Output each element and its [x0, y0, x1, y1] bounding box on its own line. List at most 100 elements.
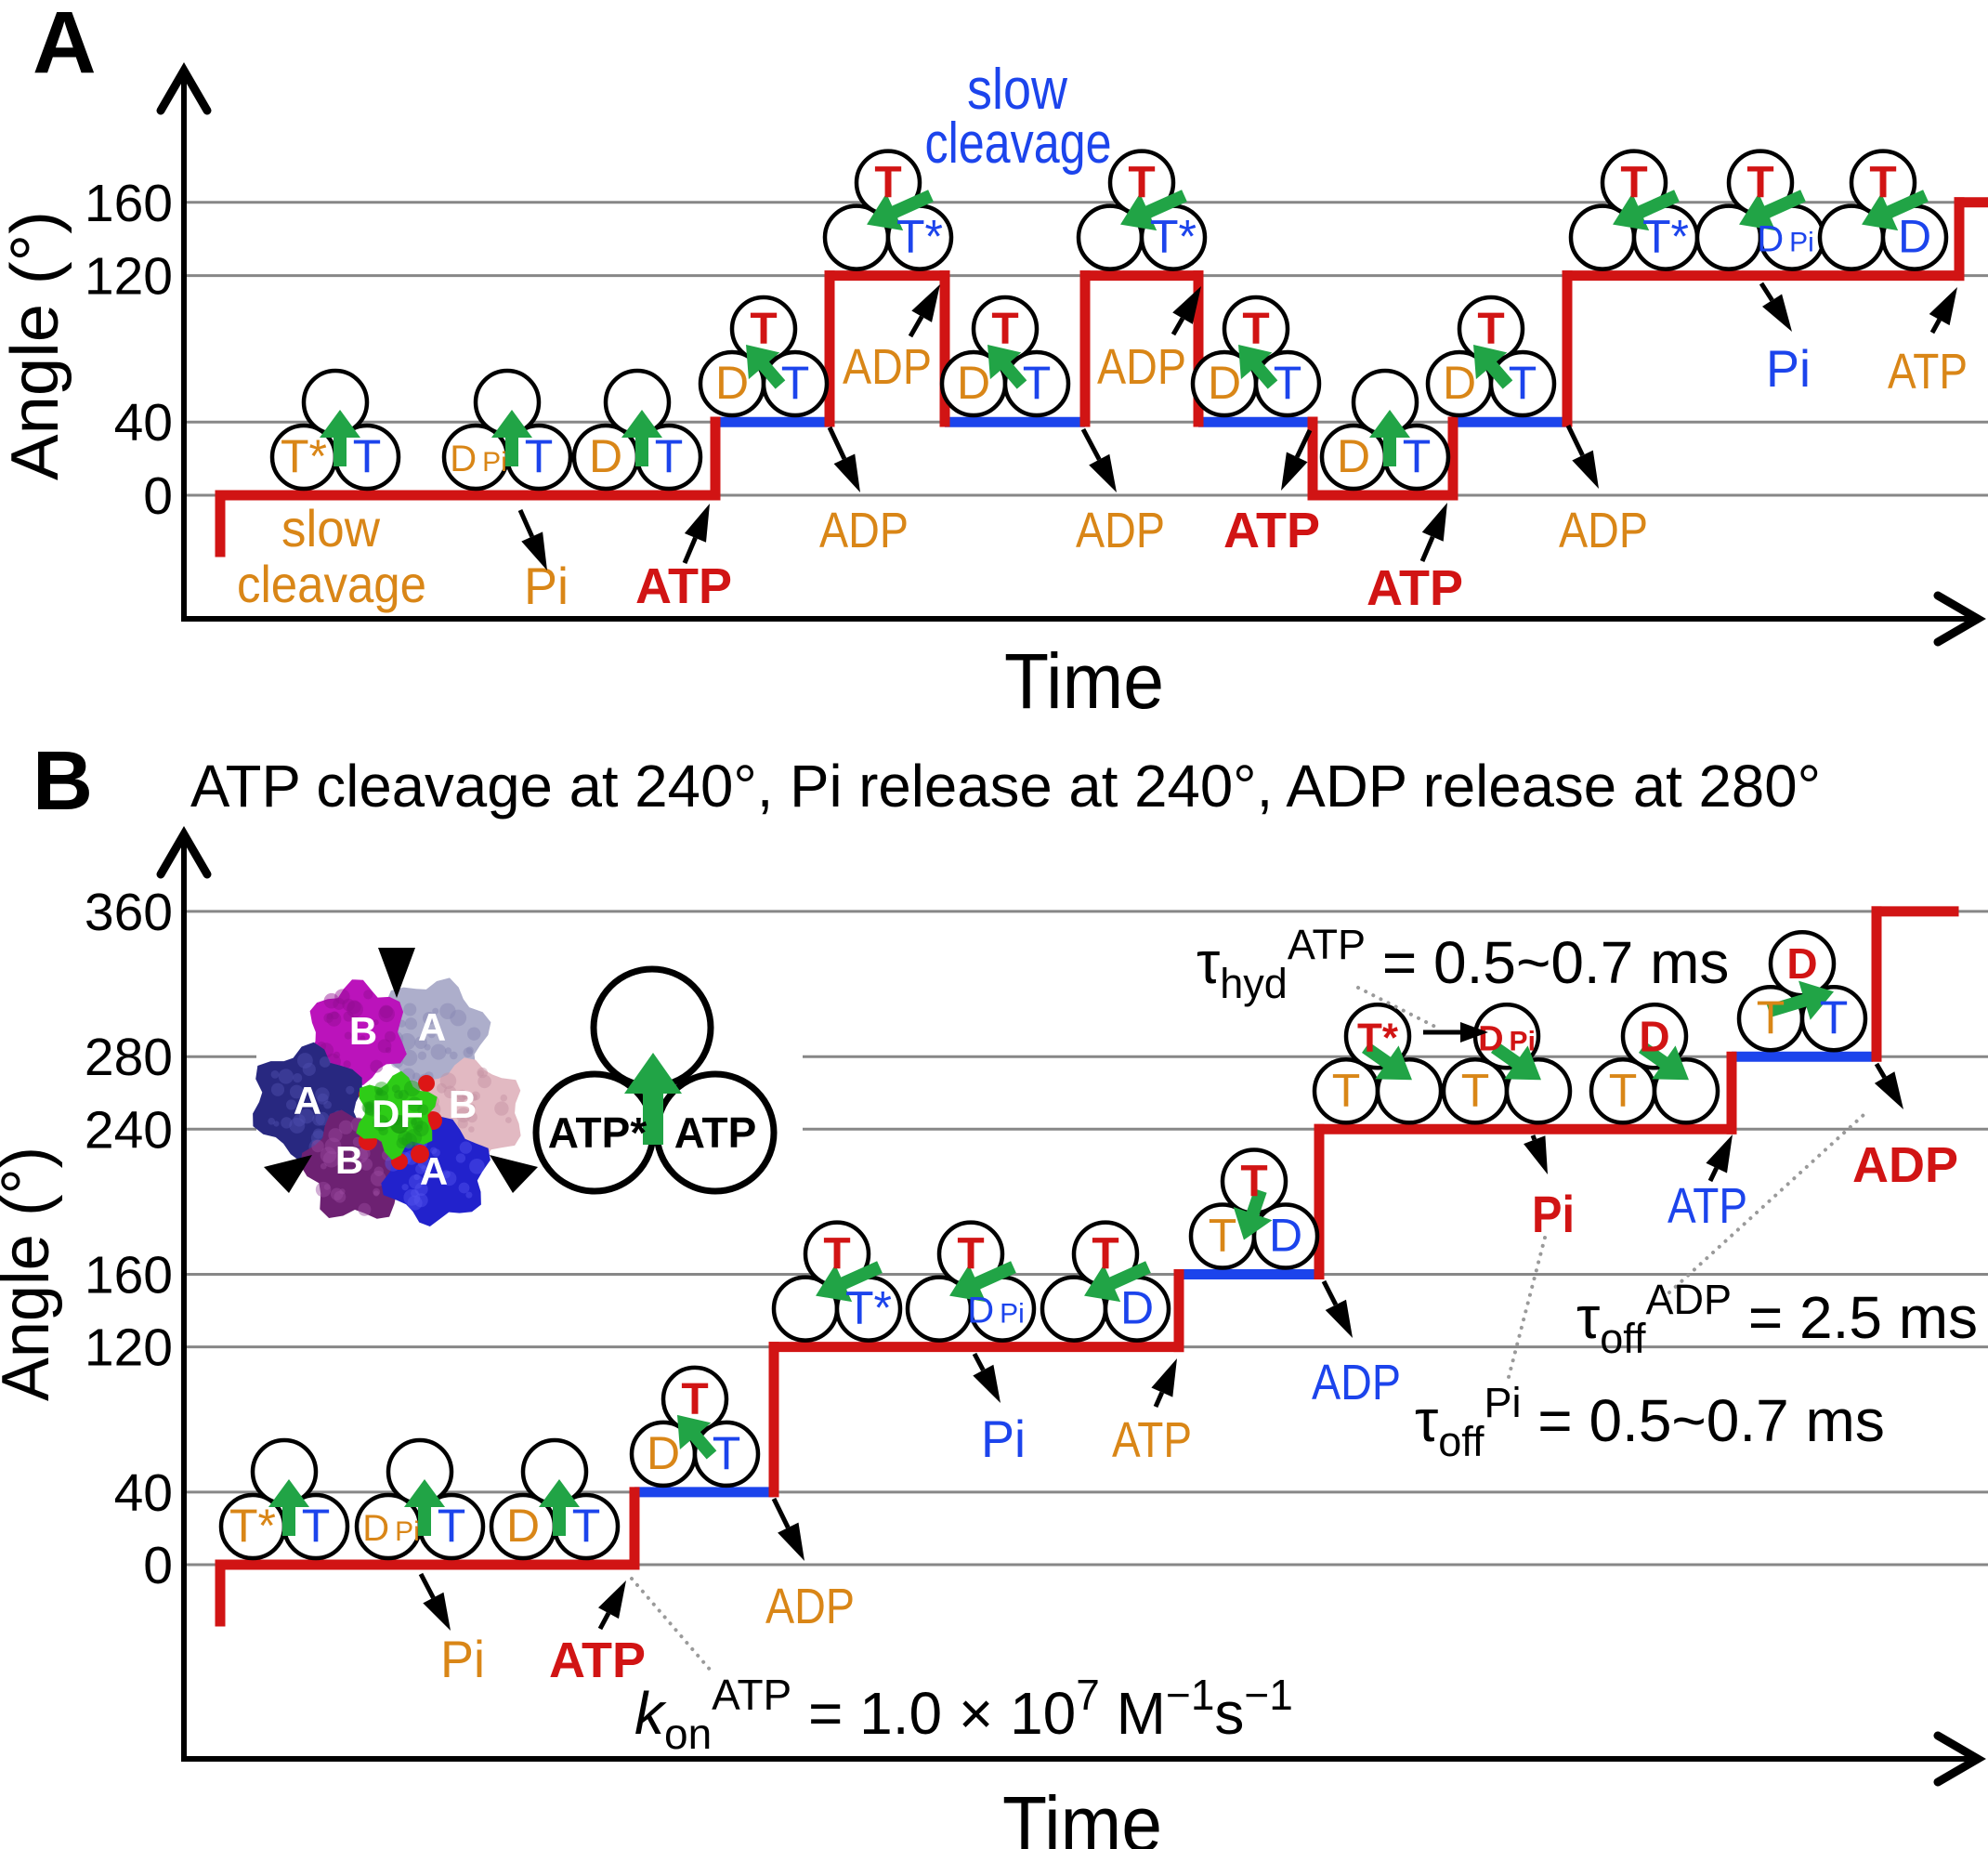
svg-text:D: D	[1208, 357, 1241, 409]
svg-text:T: T	[438, 1500, 466, 1552]
svg-text:T: T	[1620, 159, 1647, 208]
svg-text:T: T	[1820, 991, 1849, 1043]
svg-text:DF: DF	[372, 1092, 424, 1135]
svg-text:τoffADP = 2.5 ms: τoffADP = 2.5 ms	[1576, 1276, 1978, 1362]
svg-text:Pi: Pi	[1766, 339, 1811, 398]
svg-text:T: T	[1746, 159, 1773, 208]
svg-text:τhydATP = 0.5~0.7 ms: τhydATP = 0.5~0.7 ms	[1197, 921, 1729, 1007]
svg-text:ADP: ADP	[1097, 339, 1186, 395]
svg-text:D Pi: D Pi	[1478, 1019, 1536, 1058]
svg-text:T: T	[1128, 159, 1155, 208]
svg-text:ATP: ATP	[1367, 560, 1463, 616]
svg-text:Time: Time	[1004, 637, 1164, 725]
svg-text:A: A	[294, 1079, 321, 1122]
svg-text:A: A	[418, 1005, 446, 1049]
svg-text:T: T	[781, 357, 810, 409]
svg-text:240: 240	[85, 1100, 173, 1160]
svg-text:120: 120	[85, 1318, 173, 1378]
svg-text:cleavage: cleavage	[925, 111, 1112, 176]
svg-text:D: D	[1639, 1012, 1669, 1060]
svg-text:T*: T*	[845, 1282, 892, 1334]
svg-text:D: D	[957, 357, 990, 409]
svg-text:T: T	[874, 159, 901, 208]
svg-text:T: T	[1477, 305, 1504, 354]
svg-text:ATP: ATP	[1668, 1178, 1747, 1234]
svg-text:konATP = 1.0 × 107 M−1s−1: konATP = 1.0 × 107 M−1s−1	[634, 1671, 1293, 1758]
svg-text:ATP: ATP	[674, 1108, 757, 1157]
svg-text:D: D	[1120, 1282, 1154, 1334]
svg-text:T: T	[681, 1375, 708, 1424]
svg-text:160: 160	[85, 1246, 173, 1305]
svg-text:T: T	[823, 1230, 850, 1279]
svg-text:Time: Time	[1002, 1780, 1162, 1849]
svg-text:slow: slow	[281, 499, 381, 557]
svg-text:D: D	[647, 1427, 680, 1479]
svg-text:cleavage: cleavage	[237, 555, 426, 613]
svg-text:B: B	[335, 1138, 363, 1182]
svg-text:T: T	[353, 430, 382, 482]
svg-text:T: T	[713, 1427, 741, 1479]
svg-text:Pi: Pi	[981, 1410, 1026, 1468]
svg-text:D: D	[1898, 211, 1931, 263]
svg-text:ADP: ADP	[843, 339, 932, 395]
svg-text:D: D	[1786, 939, 1817, 988]
svg-text:ATP cleavage at 240°, Pi relea: ATP cleavage at 240°, Pi release at 240°…	[190, 753, 1821, 820]
svg-text:0: 0	[143, 466, 173, 526]
svg-text:T: T	[1757, 991, 1785, 1043]
svg-text:T*: T*	[281, 430, 327, 482]
svg-text:T: T	[655, 430, 684, 482]
svg-text:T*: T*	[1150, 211, 1197, 263]
svg-text:T: T	[1242, 305, 1269, 354]
svg-text:T*: T*	[1357, 1015, 1399, 1060]
svg-text:120: 120	[85, 247, 173, 307]
svg-text:T: T	[572, 1500, 601, 1552]
svg-text:ATP: ATP	[635, 558, 732, 614]
svg-text:T: T	[957, 1230, 984, 1279]
svg-text:T: T	[1509, 357, 1537, 409]
svg-text:360: 360	[85, 883, 173, 942]
svg-text:ADP: ADP	[1076, 503, 1165, 558]
svg-text:T*: T*	[229, 1500, 276, 1552]
svg-text:T: T	[1332, 1064, 1361, 1116]
svg-text:ATP: ATP	[1888, 344, 1968, 400]
svg-text:Pi: Pi	[440, 1630, 485, 1688]
svg-text:D: D	[715, 357, 749, 409]
svg-text:T: T	[1869, 159, 1896, 208]
svg-text:T: T	[525, 430, 554, 482]
svg-text:ADP: ADP	[1312, 1355, 1401, 1410]
svg-text:ADP: ADP	[1852, 1137, 1958, 1193]
svg-text:D: D	[1269, 1210, 1302, 1262]
svg-text:A: A	[33, 0, 97, 92]
svg-text:ATP*: ATP*	[548, 1108, 647, 1157]
svg-text:T: T	[302, 1500, 331, 1552]
svg-text:T: T	[1240, 1158, 1267, 1207]
svg-text:Angle (°): Angle (°)	[0, 1147, 63, 1401]
svg-text:280: 280	[85, 1028, 173, 1087]
svg-text:0: 0	[143, 1536, 173, 1595]
svg-text:Angle (°): Angle (°)	[0, 211, 72, 480]
svg-text:T: T	[1209, 1210, 1237, 1262]
svg-text:D Pi: D Pi	[362, 1508, 420, 1549]
svg-text:ATP: ATP	[1223, 503, 1320, 558]
svg-text:T: T	[991, 305, 1018, 354]
svg-text:T: T	[1092, 1230, 1118, 1279]
svg-text:ADP: ADP	[819, 503, 909, 558]
svg-text:B: B	[449, 1082, 477, 1126]
svg-text:160: 160	[85, 174, 173, 233]
svg-text:D: D	[1443, 357, 1476, 409]
svg-text:T*: T*	[896, 211, 943, 263]
svg-text:T: T	[1274, 357, 1302, 409]
svg-text:slow: slow	[967, 58, 1067, 122]
svg-text:40: 40	[114, 1463, 173, 1523]
svg-text:A: A	[420, 1149, 448, 1193]
svg-text:B: B	[33, 735, 93, 828]
svg-text:D: D	[506, 1500, 540, 1552]
svg-text:Pi: Pi	[1532, 1185, 1575, 1243]
svg-text:ADP: ADP	[765, 1579, 855, 1634]
svg-text:T: T	[1023, 357, 1052, 409]
svg-text:T: T	[750, 305, 777, 354]
svg-text:ATP: ATP	[1112, 1412, 1192, 1468]
svg-text:D: D	[1337, 430, 1370, 482]
svg-text:B: B	[349, 1009, 377, 1053]
svg-text:ADP: ADP	[1559, 503, 1648, 558]
